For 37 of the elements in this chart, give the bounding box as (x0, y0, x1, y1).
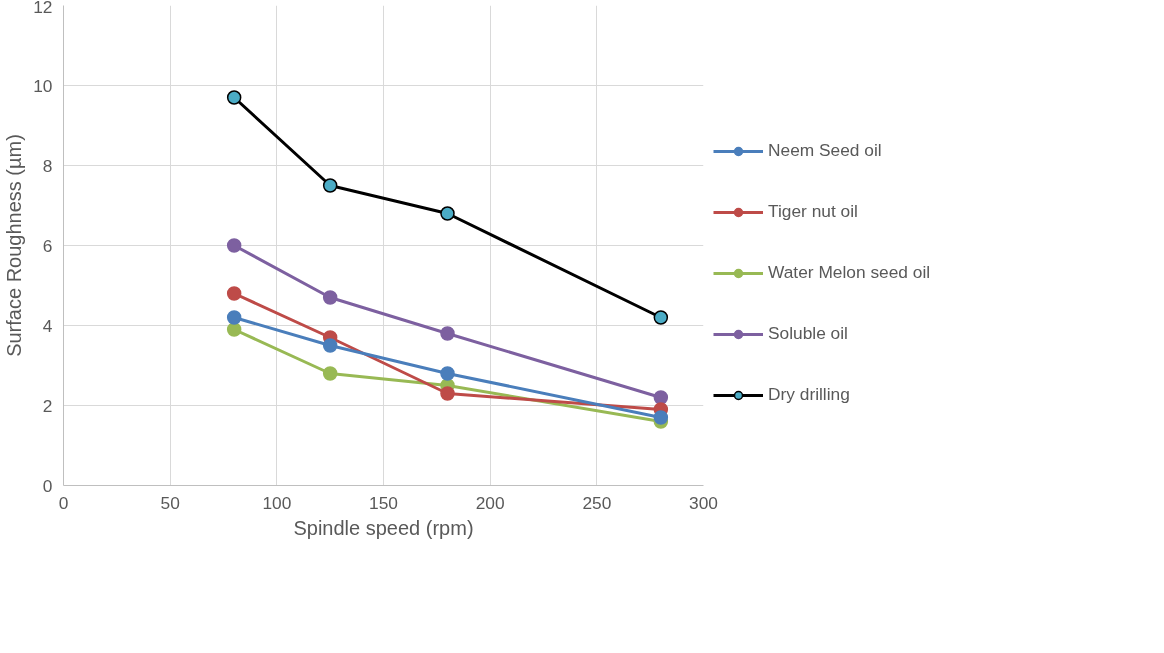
point (322, 338, 338, 353)
y-tick-label: 6 (42, 235, 53, 256)
x-tick-label: 0 (58, 492, 69, 513)
legend-label: Dry drilling (768, 384, 850, 405)
point (653, 310, 669, 325)
legend-label: Tiger nut oil (768, 201, 858, 222)
point (322, 290, 338, 305)
point (440, 206, 455, 221)
x-tick-label: 150 (369, 492, 398, 513)
point (322, 366, 338, 381)
point (226, 238, 242, 253)
legend-label: Soluble oil (768, 323, 848, 344)
point (226, 310, 242, 325)
x-tick-label: 100 (262, 492, 292, 513)
y-tick-label: 8 (42, 155, 53, 176)
x-tick-label: 250 (582, 492, 612, 513)
point (322, 178, 338, 193)
point (226, 286, 242, 301)
point (440, 386, 455, 401)
y-axis-title: Surface Roughness (µm) (3, 134, 26, 357)
legend-label: Water Melon seed oil (768, 262, 931, 283)
y-tick-label: 0 (42, 475, 53, 496)
point (440, 326, 455, 341)
x-tick-label: 200 (475, 492, 505, 513)
legend-label: Neem Seed oil (768, 140, 882, 161)
point (653, 390, 669, 405)
point (226, 322, 242, 337)
point (653, 410, 669, 425)
y-tick-label: 2 (42, 395, 53, 416)
y-tick-label: 10 (33, 75, 53, 96)
x-tick-label: 300 (689, 492, 718, 513)
x-axis-title: Spindle speed (rpm) (293, 516, 474, 539)
y-tick-label: 12 (33, 0, 53, 17)
y-tick-label: 4 (42, 315, 53, 336)
point (440, 366, 455, 381)
x-tick-label: 50 (160, 492, 180, 513)
point (226, 90, 242, 105)
